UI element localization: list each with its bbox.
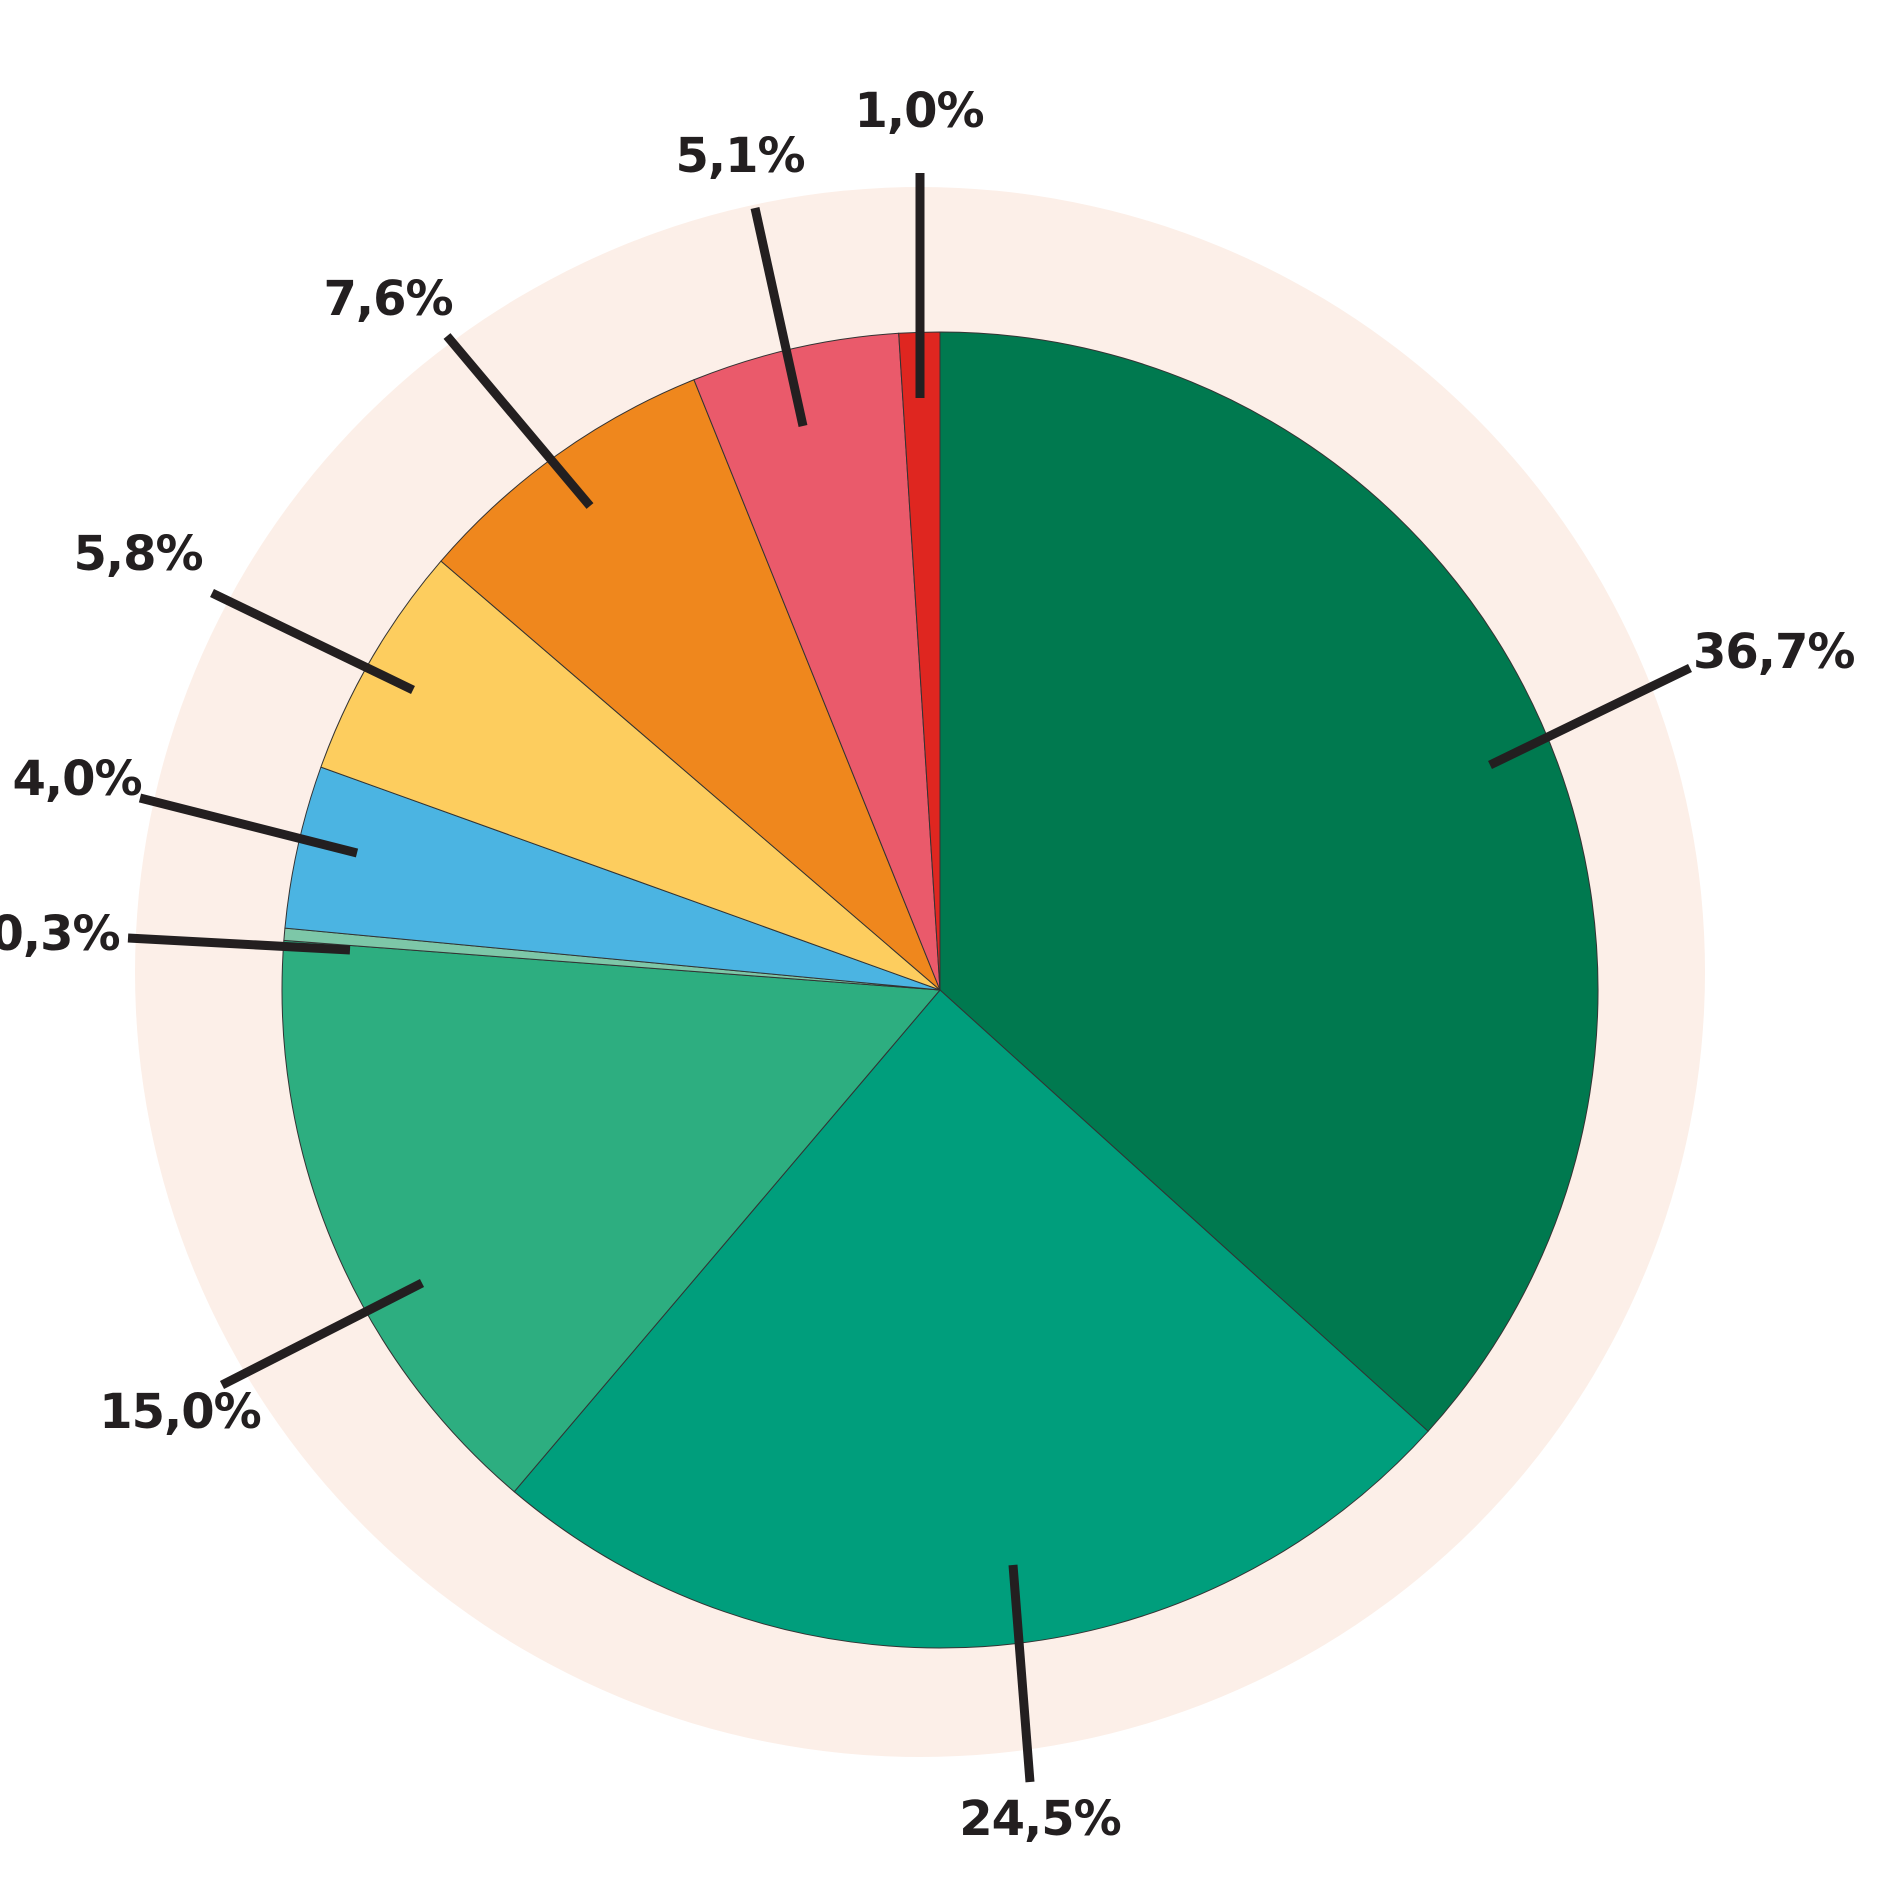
leader-line-7 — [443, 333, 594, 509]
pie-slices — [281, 331, 1599, 1649]
slice-label-7: 7,6% — [323, 271, 452, 327]
leader-line-2 — [1008, 1564, 1035, 1783]
leader-line-8 — [750, 207, 808, 427]
pie-slice-7 — [440, 379, 941, 991]
pie-slice-8 — [693, 332, 941, 991]
leader-line-4 — [127, 933, 351, 955]
slice-label-9: 1,0% — [854, 83, 983, 139]
slice-label-1: 36,7% — [1693, 624, 1855, 680]
slice-label-5: 4,0% — [12, 751, 141, 807]
pie-slice-2 — [513, 989, 1429, 1649]
slice-label-8: 5,1% — [675, 128, 804, 184]
leader-line-6 — [210, 588, 415, 695]
slice-label-6: 5,8% — [73, 526, 202, 582]
pie-slice-1 — [939, 331, 1599, 1433]
leader-lines — [127, 173, 1692, 1783]
leader-line-3 — [219, 1278, 425, 1390]
pie-slice-6 — [320, 560, 941, 991]
slice-label-2: 24,5% — [959, 1791, 1121, 1847]
leader-line-1 — [1488, 663, 1692, 770]
slice-label-4: 0,3% — [0, 906, 120, 962]
leader-line-5 — [138, 793, 359, 858]
slice-labels: 36,7% 24,5% 15,0% 0,3% 4,0% 5,8% 7,6% 5,1% 1,0% — [0, 83, 1856, 1847]
pie-slice-3 — [281, 939, 942, 1493]
slice-label-3: 15,0% — [99, 1384, 261, 1440]
